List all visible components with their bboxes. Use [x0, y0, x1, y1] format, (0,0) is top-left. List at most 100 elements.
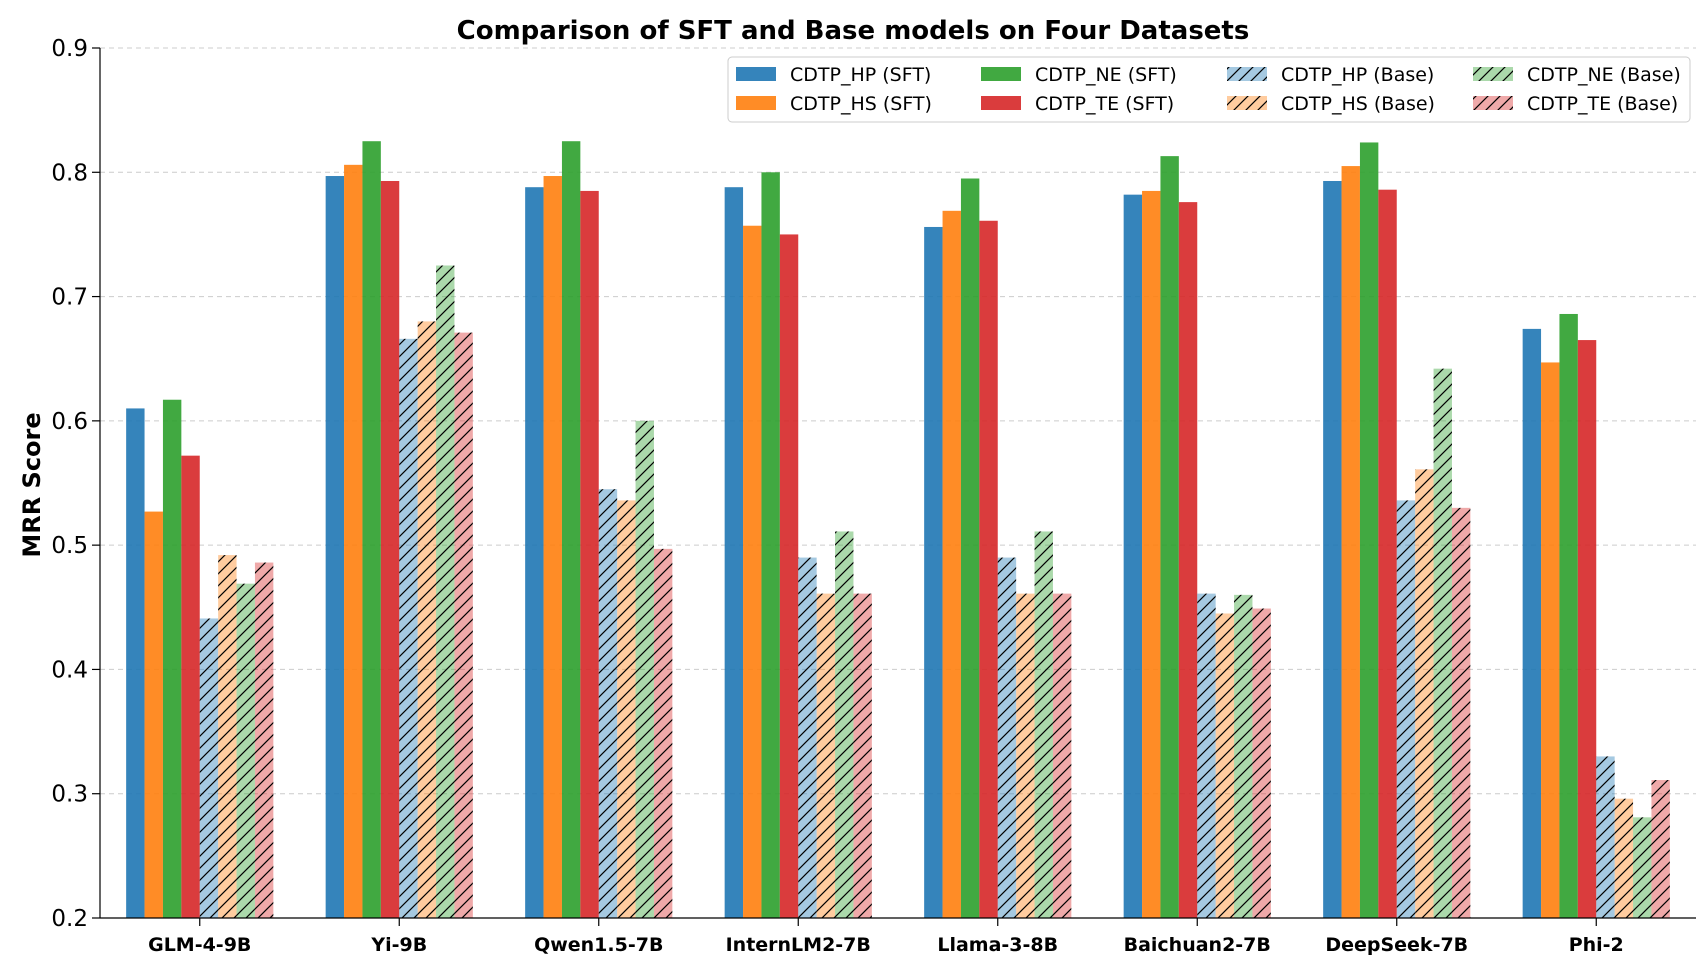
bar-yi-9b-1 [344, 164, 363, 919]
bar-glm-4-9b-3 [181, 455, 200, 918]
bar-internlm2-7b-0 [724, 187, 744, 918]
bar-baichuan2-7b-2 [1160, 156, 1179, 919]
bar-internlm2-7b-5 [816, 593, 836, 918]
bar-llama-3-8b-7 [1052, 593, 1072, 918]
bar-qwen1-5-7b-4 [598, 489, 618, 918]
legend-label: CDTP_NE (Base) [1527, 64, 1681, 86]
bar-baichuan2-7b-0 [1123, 194, 1143, 918]
y-tick-label: 0.5 [51, 533, 88, 559]
bar-yi-9b-6 [436, 265, 455, 918]
bar-qwen1-5-7b-0 [525, 187, 544, 918]
x-tick-label: Llama-3-8B [937, 934, 1058, 956]
bar-baichuan2-7b-6 [1234, 594, 1253, 918]
legend-swatch [1473, 67, 1513, 81]
bar-llama-3-8b-1 [942, 210, 961, 919]
bar-baichuan2-7b-3 [1178, 202, 1198, 919]
bar-phi-2-0 [1522, 328, 1542, 918]
bar-phi-2-3 [1577, 340, 1597, 919]
bar-deepseek-7b-6 [1433, 368, 1452, 919]
bar-glm-4-9b-6 [236, 583, 255, 918]
y-tick-label: 0.9 [51, 36, 88, 62]
bar-deepseek-7b-5 [1415, 469, 1434, 918]
bar-qwen1-5-7b-2 [561, 141, 581, 918]
legend-swatch [981, 67, 1021, 81]
bar-baichuan2-7b-4 [1197, 593, 1216, 918]
bar-glm-4-9b-7 [254, 562, 274, 918]
x-tick-label: InternLM2-7B [726, 934, 871, 956]
bar-llama-3-8b-3 [979, 220, 998, 918]
bar-qwen1-5-7b-6 [635, 420, 654, 918]
legend-swatch [1227, 67, 1267, 81]
legend-swatch [1473, 96, 1513, 110]
x-tick-label: Yi-9B [370, 934, 427, 956]
y-tick-label: 0.8 [51, 160, 88, 186]
legend-swatch [981, 96, 1021, 110]
bar-yi-9b-5 [417, 321, 437, 918]
bar-internlm2-7b-2 [761, 172, 780, 919]
bar-llama-3-8b-5 [1016, 593, 1035, 918]
bar-glm-4-9b-2 [162, 399, 182, 918]
x-tick-label: GLM-4-9B [148, 934, 251, 956]
bar-llama-3-8b-0 [924, 226, 943, 918]
bar-phi-2-4 [1596, 756, 1615, 918]
legend-swatch [736, 96, 776, 110]
legend-label: CDTP_HS (Base) [1281, 93, 1435, 115]
bar-internlm2-7b-3 [779, 234, 799, 918]
x-tick-label: Qwen1.5-7B [534, 934, 663, 956]
x-tick-label: DeepSeek-7B [1325, 934, 1468, 956]
bar-phi-2-6 [1633, 817, 1652, 918]
bar-baichuan2-7b-1 [1142, 190, 1161, 918]
x-tick-label: Baichuan2-7B [1124, 934, 1271, 956]
bar-qwen1-5-7b-5 [617, 500, 636, 918]
legend-label: CDTP_NE (SFT) [1035, 64, 1177, 86]
bar-yi-9b-0 [325, 176, 345, 918]
y-tick-label: 0.6 [51, 409, 88, 435]
bar-llama-3-8b-6 [1034, 531, 1053, 918]
chart-title: Comparison of SFT and Base models on Fou… [457, 16, 1250, 46]
legend-frame [727, 56, 1691, 123]
y-tick-label: 0.4 [51, 657, 88, 683]
y-tick-label: 0.3 [51, 782, 88, 808]
bar-llama-3-8b-2 [960, 178, 980, 918]
legend-label: CDTP_HP (Base) [1281, 64, 1434, 86]
bar-qwen1-5-7b-7 [653, 548, 673, 918]
legend-label: CDTP_TE (SFT) [1035, 93, 1174, 115]
y-axis-label: MRR Score [18, 412, 46, 557]
bar-deepseek-7b-1 [1341, 166, 1360, 919]
legend-swatch [736, 67, 776, 81]
bar-phi-2-2 [1559, 313, 1578, 918]
bar-yi-9b-4 [399, 338, 418, 918]
bar-qwen1-5-7b-3 [580, 190, 599, 918]
bar-deepseek-7b-7 [1451, 507, 1471, 918]
y-tick-label: 0.7 [51, 285, 88, 311]
legend-label: CDTP_HP (SFT) [790, 64, 931, 86]
bar-baichuan2-7b-7 [1252, 608, 1271, 918]
y-tick-label: 0.2 [51, 906, 88, 932]
bar-glm-4-9b-4 [199, 618, 219, 918]
legend-label: CDTP_HS (SFT) [790, 93, 932, 115]
bar-deepseek-7b-2 [1359, 142, 1379, 918]
bar-glm-4-9b-0 [126, 408, 145, 918]
bar-internlm2-7b-1 [743, 225, 762, 918]
bar-internlm2-7b-6 [835, 531, 854, 918]
bar-llama-3-8b-4 [997, 557, 1017, 918]
legend-swatch [1227, 96, 1267, 110]
x-tick-label: Phi-2 [1569, 934, 1624, 956]
bar-phi-2-7 [1651, 780, 1670, 918]
bar-internlm2-7b-7 [853, 593, 872, 918]
bar-deepseek-7b-4 [1396, 500, 1416, 918]
bar-phi-2-1 [1541, 362, 1560, 918]
bar-internlm2-7b-4 [798, 557, 817, 918]
bar-glm-4-9b-5 [218, 555, 237, 918]
legend-label: CDTP_TE (Base) [1527, 93, 1678, 115]
bar-deepseek-7b-0 [1323, 180, 1342, 918]
axes-layer: 0.2 0.3 0.4 0.5 0.6 0.7 0.8 0.9 GLM-4-9B Yi-9B Qwe… [51, 36, 1696, 956]
bar-yi-9b-2 [362, 141, 381, 918]
bar-phi-2-5 [1614, 798, 1634, 918]
bars-layer [126, 141, 1670, 919]
bar-yi-9b-3 [380, 180, 400, 918]
legend: CDTP_HP (SFT) CDTP_HS (SFT) CDTP_NE (SFT) C… [727, 56, 1691, 123]
bar-glm-4-9b-1 [144, 511, 163, 918]
